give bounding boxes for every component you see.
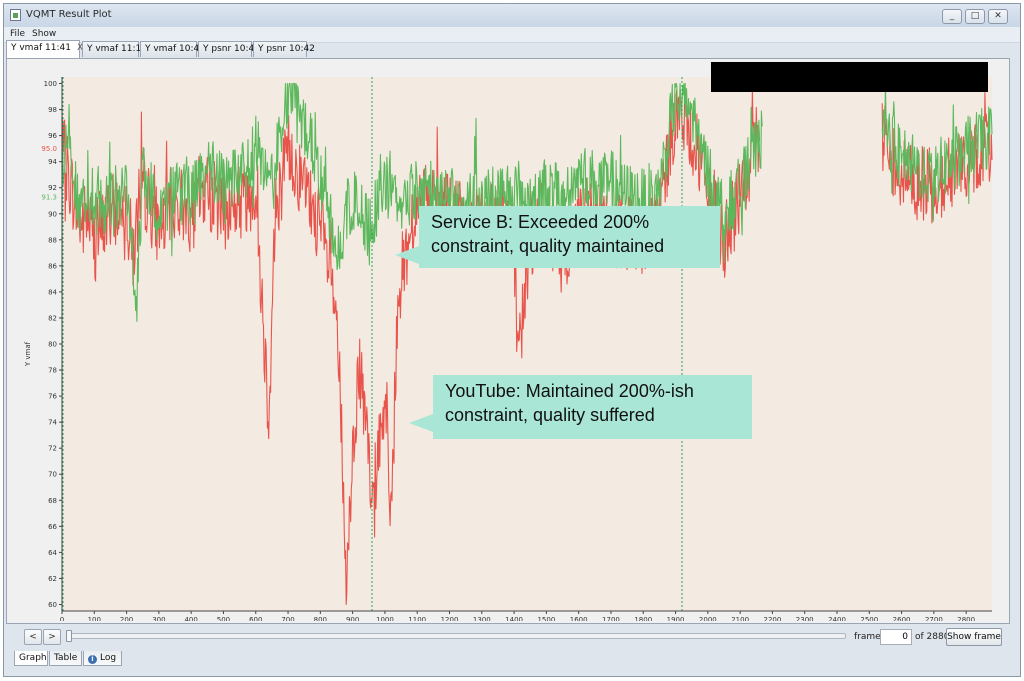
- y-tick-label: 62: [48, 575, 57, 583]
- callout-arrow: [409, 414, 433, 432]
- tab-vmaf-1117[interactable]: Y vmaf 11:17: [82, 41, 147, 57]
- y-tick-label: 74: [48, 419, 57, 427]
- x-tick-label: 1900: [667, 616, 685, 621]
- y-tick-label: 96: [48, 132, 57, 140]
- x-tick-label: 1800: [634, 616, 652, 621]
- y-tick-label: 78: [48, 367, 57, 375]
- frame-total: of 2880: [915, 632, 950, 642]
- tab-close-icon[interactable]: X: [76, 43, 84, 53]
- tab-psnr-1043[interactable]: Y psnr 10:43: [198, 41, 260, 57]
- graph-panel: 60 62 64 66 68 70 72 74 76 78 80 82 84 86 88 90 92 94 96 98…: [6, 58, 1010, 624]
- x-tick-label: 300: [152, 616, 165, 621]
- frame-input[interactable]: [880, 629, 912, 645]
- menu-bar: File Show: [4, 27, 1020, 43]
- x-tick-label: 2200: [764, 616, 782, 621]
- y-tick-label: 64: [48, 549, 57, 557]
- tab-graph[interactable]: Graph: [14, 651, 48, 666]
- x-tick-label: 1500: [537, 616, 555, 621]
- y-tick-label: 84: [48, 288, 57, 296]
- callout-youtube: YouTube: Maintained 200%-ish constraint,…: [433, 375, 752, 439]
- x-tick-label: 2100: [731, 616, 749, 621]
- y-tick-label: 86: [48, 262, 57, 270]
- redaction-block: [711, 62, 988, 92]
- x-tick-label: 2700: [925, 616, 943, 621]
- y-tick-label: 98: [48, 106, 57, 114]
- average-label: 91.3: [41, 193, 57, 201]
- title-bar: VQMT Result Plot _ □ ✕: [4, 4, 1020, 27]
- x-tick-label: 400: [184, 616, 197, 621]
- y-tick-label: 68: [48, 497, 57, 505]
- y-tick-label: 60: [48, 601, 57, 609]
- tab-vmaf-1044[interactable]: Y vmaf 10:44: [140, 41, 205, 57]
- y-tick-label: 82: [48, 314, 57, 322]
- x-tick-label: 2500: [860, 616, 878, 621]
- y-axis-label: Y vmaf: [24, 341, 32, 367]
- x-tick-label: 700: [281, 616, 294, 621]
- x-tick-label: 800: [314, 616, 327, 621]
- x-tick-label: 1700: [602, 616, 620, 621]
- y-tick-label: 76: [48, 393, 57, 401]
- menu-file[interactable]: File: [10, 29, 26, 39]
- x-tick-label: 1100: [408, 616, 426, 621]
- next-frame-button[interactable]: >: [43, 629, 61, 645]
- callout-service-b: Service B: Exceeded 200% constraint, qua…: [419, 206, 720, 268]
- y-tick-label: 90: [48, 210, 57, 218]
- menu-show[interactable]: Show: [32, 29, 57, 39]
- x-tick-label: 1300: [473, 616, 491, 621]
- series-line-1: [881, 82, 993, 222]
- x-tick-label: 2600: [893, 616, 911, 621]
- x-tick-label: 1200: [441, 616, 459, 621]
- x-tick-label: 200: [120, 616, 133, 621]
- y-tick-label: 66: [48, 523, 57, 531]
- x-tick-label: 2000: [699, 616, 717, 621]
- y-tick-label: 80: [48, 341, 57, 349]
- x-tick-label: 1400: [505, 616, 523, 621]
- average-label: 95.0: [41, 145, 57, 153]
- maximize-button[interactable]: □: [965, 9, 985, 24]
- app-icon: [10, 9, 21, 21]
- frame-label: frame: [854, 632, 881, 642]
- x-tick-label: 1600: [570, 616, 588, 621]
- info-icon: i: [88, 655, 97, 664]
- frame-slider[interactable]: [66, 630, 846, 642]
- show-frame-button[interactable]: Show frame: [946, 628, 1002, 646]
- y-tick-label: 88: [48, 236, 57, 244]
- tab-psnr-1042[interactable]: Y psnr 10:42: [253, 41, 315, 57]
- close-button[interactable]: ✕: [988, 9, 1008, 24]
- x-tick-label: 900: [346, 616, 359, 621]
- vmaf-line-chart: 60 62 64 66 68 70 72 74 76 78 80 82 84 86 88 90 92 94 96 98…: [24, 77, 993, 621]
- tab-log-label: Log: [100, 653, 117, 663]
- x-tick-label: 100: [88, 616, 101, 621]
- x-tick-label: 2300: [796, 616, 814, 621]
- x-tick-label: 0: [60, 616, 64, 621]
- y-tick-label: 72: [48, 445, 57, 453]
- x-tick-label: 500: [217, 616, 230, 621]
- tab-label: Y vmaf 11:41: [11, 43, 71, 53]
- y-tick-label: 94: [48, 158, 57, 166]
- x-tick-label: 2400: [828, 616, 846, 621]
- y-tick-label: 92: [48, 184, 57, 192]
- y-tick-label: 70: [48, 471, 57, 479]
- x-tick-label: 600: [249, 616, 262, 621]
- tab-vmaf-1141[interactable]: Y vmaf 11:41 X: [6, 40, 84, 58]
- tab-table[interactable]: Table: [49, 651, 82, 666]
- callout-arrow: [395, 246, 419, 264]
- y-tick-label: 100: [44, 80, 57, 88]
- minimize-button[interactable]: _: [942, 9, 962, 24]
- prev-frame-button[interactable]: <: [24, 629, 42, 645]
- slider-thumb[interactable]: [66, 630, 72, 642]
- x-tick-label: 2800: [957, 616, 975, 621]
- frame-navigation: < > frame of 2880 Show frame: [18, 627, 1008, 647]
- tab-log[interactable]: i Log: [83, 651, 122, 666]
- series-line-0: [881, 91, 993, 224]
- x-tick-label: 1000: [376, 616, 394, 621]
- window-title: VQMT Result Plot: [26, 9, 112, 20]
